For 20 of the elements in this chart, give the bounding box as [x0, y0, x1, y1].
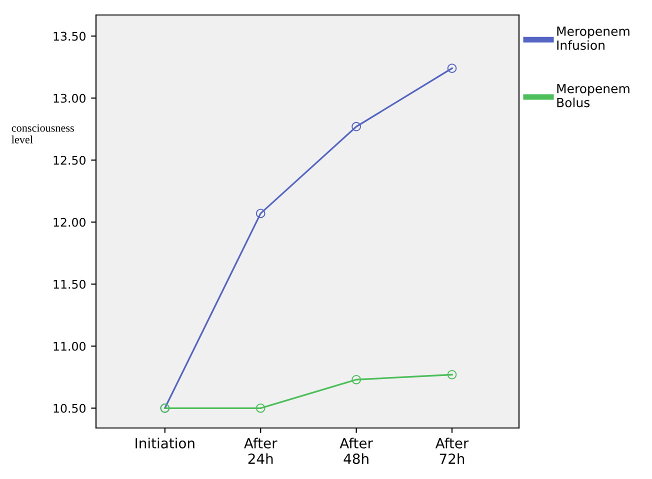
y-tick-label: 11.50 — [54, 280, 86, 289]
x-tick-label: After 24h — [244, 438, 278, 464]
y-tick-label: 12.50 — [54, 156, 86, 165]
point — [352, 122, 361, 132]
point — [256, 208, 266, 218]
y-tick-label: 11.00 — [54, 342, 86, 351]
legend-label: Meropenem Bolus — [557, 84, 630, 108]
point — [447, 64, 457, 74]
point — [352, 374, 361, 384]
x-tick-label: Initiation — [136, 438, 194, 448]
y-tick-label: 13.00 — [54, 94, 86, 103]
y-tick-label: 12.00 — [54, 218, 86, 227]
point — [447, 370, 457, 380]
point — [256, 403, 266, 413]
x-tick-label: After 72h — [435, 438, 469, 464]
legend-label: Meropenem Infusion — [557, 26, 630, 50]
y-axis-title: consciousness level — [12, 124, 74, 144]
y-tick-label: 13.50 — [54, 32, 86, 41]
x-tick-label: After 48h — [340, 438, 373, 464]
y-tick-label: 10.50 — [54, 404, 86, 413]
